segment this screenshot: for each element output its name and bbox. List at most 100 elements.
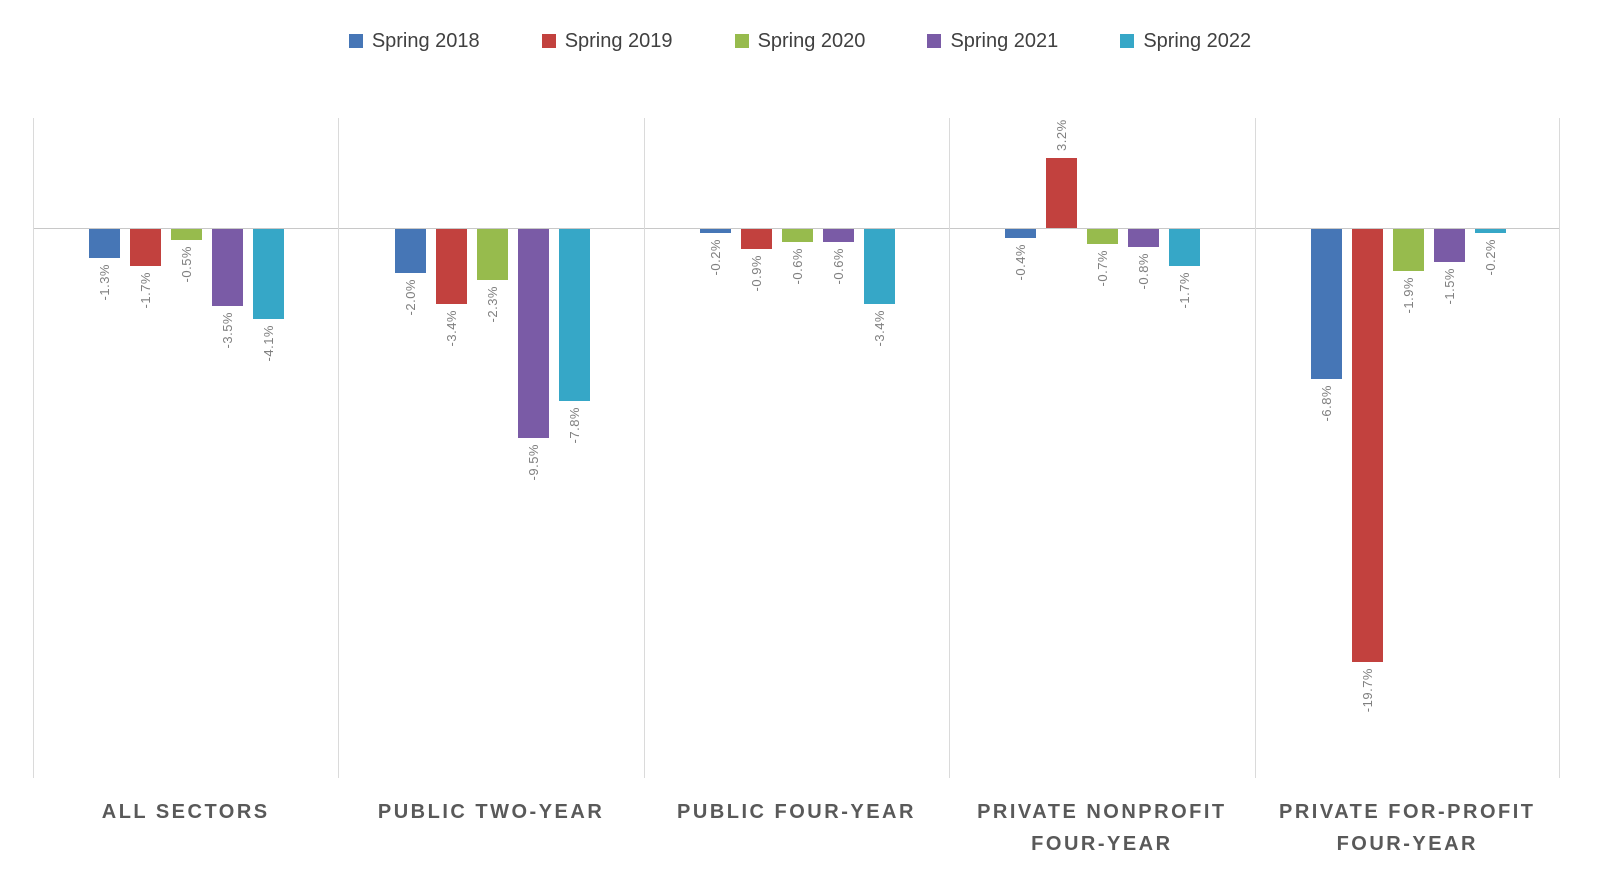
bar-value-label: -0.8% — [1128, 253, 1159, 289]
bar-value-label: -0.5% — [171, 246, 202, 282]
bar-value-text: -19.7% — [1359, 668, 1375, 713]
bar-spring-2021 — [517, 229, 549, 438]
bar-value-text: -4.1% — [261, 325, 277, 362]
legend-swatch-icon — [734, 34, 749, 48]
bar-spring-2020 — [476, 229, 508, 280]
bar-spring-2020 — [781, 229, 813, 243]
legend-label: Spring 2019 — [564, 29, 673, 52]
bar-value-text: -0.8% — [1136, 252, 1152, 290]
bar-value-text: -1.7% — [138, 272, 154, 309]
bar-spring-2019 — [1351, 229, 1383, 663]
legend-item-spring-2022: Spring 2022 — [1120, 30, 1251, 53]
legend-label: Spring 2021 — [950, 29, 1059, 52]
bar-spring-2018 — [89, 229, 121, 258]
legend-swatch-icon — [348, 34, 363, 48]
chart-legend: Spring 2018 Spring 2019 Spring 2020 Spring … — [0, 0, 1600, 56]
chart-panel: -1.3% -1.7% -0.5% -3.5% -4.1% — [33, 118, 338, 778]
bar-value-label: -4.1% — [253, 325, 284, 361]
bar-spring-2022 — [253, 229, 285, 320]
bar-value-text: -0.9% — [748, 254, 764, 292]
bar-spring-2021 — [822, 229, 854, 243]
legend-label: Spring 2022 — [1143, 29, 1252, 52]
legend-item-spring-2020: Spring 2020 — [734, 29, 866, 53]
bar-value-text: -1.3% — [97, 263, 113, 301]
legend-item-spring-2019: Spring 2019 — [541, 29, 673, 53]
bar-value-text: -2.3% — [484, 285, 500, 323]
bar-value-label: 3.2% — [1046, 119, 1077, 151]
bar-spring-2020 — [1392, 229, 1424, 271]
bar-spring-2020 — [1087, 229, 1119, 245]
bar-spring-2022 — [1169, 229, 1201, 267]
chart-panel: -2.0% -3.4% -2.3% -9.5% -7.8% — [338, 118, 643, 778]
bar-spring-2019 — [740, 229, 772, 249]
zero-axis-line — [33, 228, 1560, 229]
bar-value-label: -1.3% — [89, 264, 120, 300]
bar-value-text: -9.5% — [525, 444, 541, 481]
bar-value-label: -0.6% — [823, 248, 854, 284]
bar-spring-2019 — [130, 229, 162, 267]
bar-value-label: -0.2% — [1475, 239, 1506, 275]
bar-value-text: -3.4% — [871, 309, 887, 347]
legend-label: Spring 2018 — [371, 29, 480, 52]
bar-value-label: -6.8% — [1311, 385, 1342, 421]
category-axis: ALL SECTORS PUBLIC TWO-YEAR PUBLIC FOUR-YE… — [33, 778, 1560, 860]
bar-spring-2018 — [1310, 229, 1342, 379]
legend-item-spring-2021: Spring 2021 — [927, 30, 1058, 53]
bar-value-label: -2.3% — [477, 286, 508, 322]
enrollment-change-chart: Spring 2018 Spring 2019 Spring 2020 Spring … — [0, 0, 1600, 860]
bar-value-label: -19.7% — [1352, 668, 1383, 712]
bar-spring-2022 — [863, 229, 895, 304]
bar-spring-2022 — [1474, 229, 1506, 234]
bar-value-label: -2.0% — [395, 279, 426, 315]
bar-value-label: -3.4% — [436, 310, 467, 346]
bar-value-text: -0.2% — [1482, 239, 1498, 276]
category-label: PRIVATE FOR-PROFIT FOUR-YEAR — [1279, 801, 1536, 855]
legend-swatch-icon — [927, 34, 942, 48]
bar-spring-2021 — [1433, 229, 1465, 262]
bar-value-text: -0.2% — [707, 239, 723, 276]
bar-spring-2019 — [435, 229, 467, 304]
bar-spring-2022 — [558, 229, 590, 401]
bar-value-text: -2.0% — [402, 279, 418, 316]
chart-panel: -6.8% -19.7% -1.9% -1.5% -0.2% — [1254, 118, 1560, 778]
bar-spring-2021 — [1128, 229, 1160, 247]
bar-value-label: -9.5% — [518, 444, 549, 480]
bar-spring-2018 — [394, 229, 426, 273]
bar-value-label: -3.5% — [212, 312, 243, 348]
bar-value-text: -1.7% — [1177, 272, 1193, 309]
category-label: PUBLIC FOUR-YEAR — [677, 801, 916, 823]
bar-spring-2019 — [1046, 157, 1078, 228]
bar-value-text: -0.5% — [179, 246, 195, 283]
bar-spring-2018 — [699, 229, 731, 234]
bar-value-text: 3.2% — [1054, 118, 1070, 151]
bar-value-text: -0.4% — [1013, 243, 1029, 281]
bar-value-text: -0.7% — [1095, 250, 1111, 287]
legend-item-spring-2018: Spring 2018 — [348, 29, 480, 53]
chart-panel: -0.4% 3.2% -0.7% -0.8% -1.7% — [949, 118, 1254, 778]
bar-spring-2018 — [1005, 229, 1037, 238]
bar-value-label: -7.8% — [559, 407, 590, 443]
bar-value-text: -7.8% — [566, 406, 582, 444]
bar-spring-2020 — [171, 229, 203, 240]
bar-value-label: -0.7% — [1087, 250, 1118, 286]
legend-swatch-icon — [541, 34, 556, 48]
bar-spring-2021 — [212, 229, 244, 306]
legend-label: Spring 2020 — [757, 29, 866, 52]
bar-value-label: -1.9% — [1393, 277, 1424, 313]
bar-value-label: -0.6% — [782, 248, 813, 284]
legend-swatch-icon — [1120, 34, 1135, 48]
bar-value-text: -0.6% — [789, 248, 805, 285]
bar-value-text: -3.5% — [220, 312, 236, 349]
bar-value-label: -3.4% — [864, 310, 895, 346]
category-label: PRIVATE NONPROFIT FOUR-YEAR — [977, 801, 1227, 855]
bar-value-label: -1.5% — [1434, 268, 1465, 304]
chart-panel: -0.2% -0.9% -0.6% -0.6% -3.4% — [643, 118, 949, 778]
bar-value-text: -0.6% — [830, 248, 846, 285]
bar-value-label: -0.2% — [700, 239, 731, 275]
plot-area: -1.3% -1.7% -0.5% -3.5% -4.1% -2.0% -3.4% -2.3%… — [33, 118, 1560, 778]
category-label: PUBLIC TWO-YEAR — [377, 801, 605, 823]
bar-value-label: -0.4% — [1005, 244, 1036, 280]
bar-value-label: -1.7% — [130, 272, 161, 308]
bar-value-text: -3.4% — [443, 309, 459, 347]
bar-value-text: -1.9% — [1400, 276, 1416, 314]
